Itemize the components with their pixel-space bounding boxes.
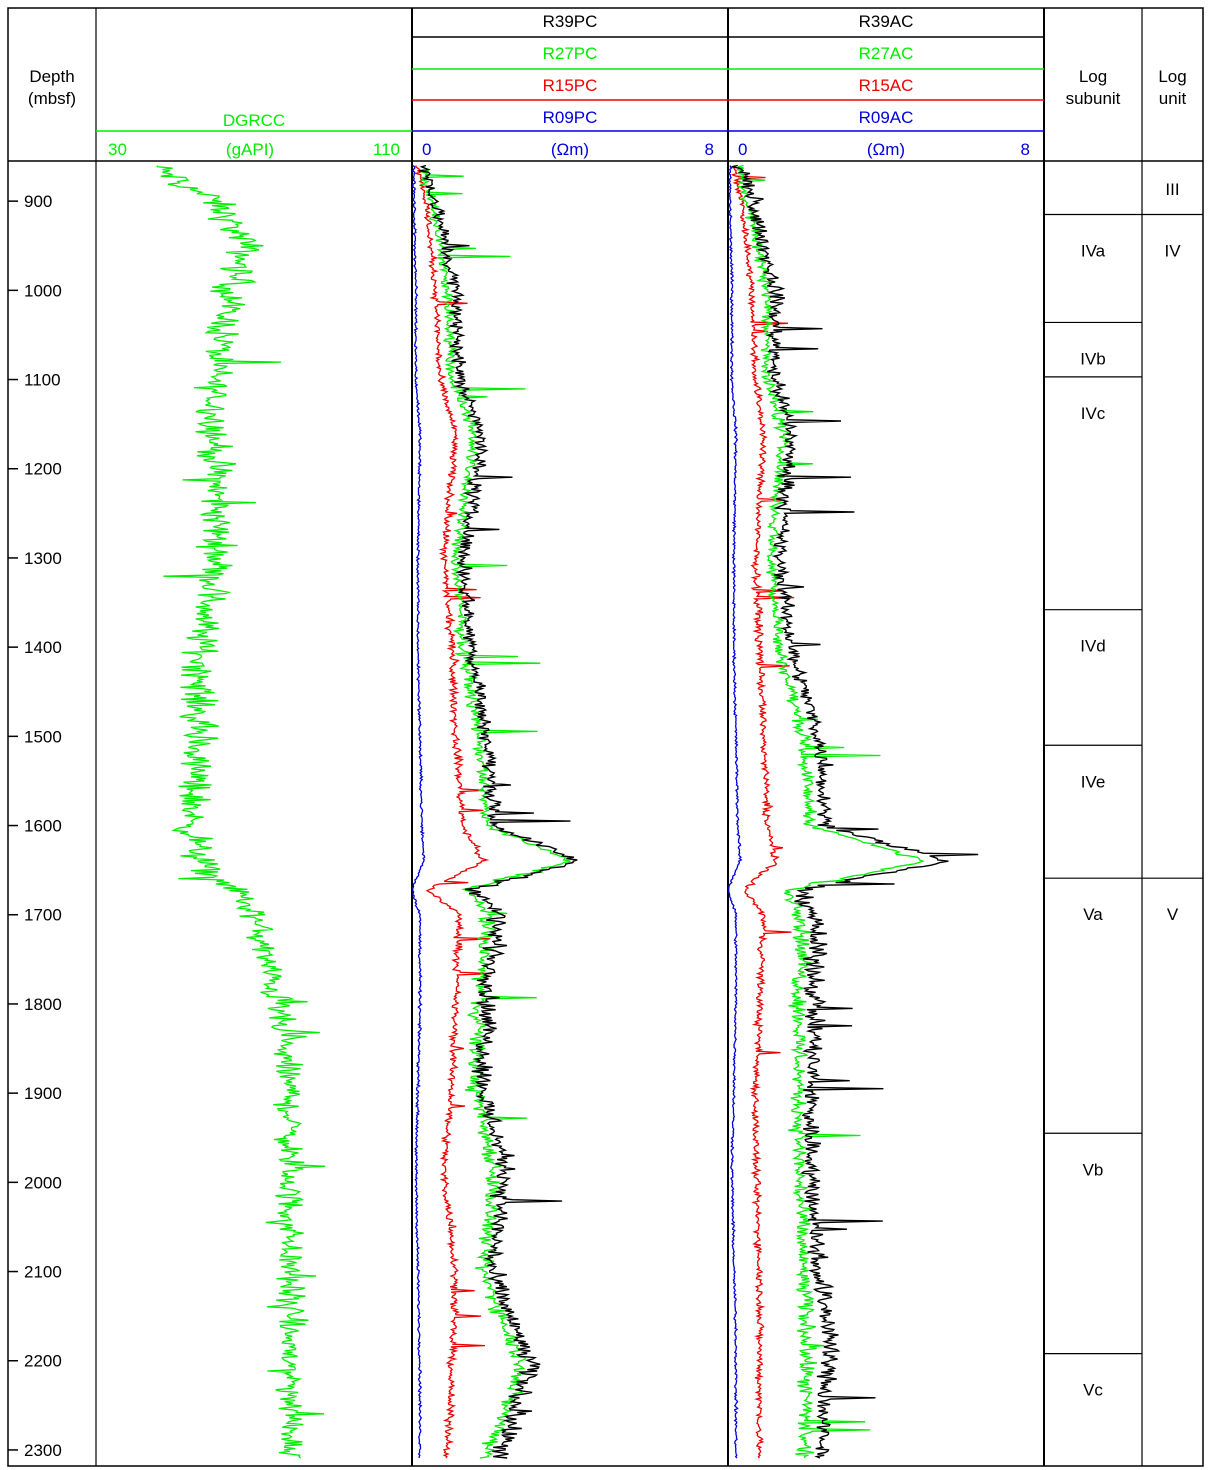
track-header-phase: R39PC R27PC R15PC R09PC 0 (Ωm) 8	[412, 12, 728, 159]
depth-tick-label: 1000	[24, 281, 62, 300]
depth-tick-label: 1500	[24, 727, 62, 746]
unit-label: V	[1167, 905, 1179, 924]
series-R15PC	[413, 165, 493, 1459]
subunit-label: Vb	[1083, 1160, 1104, 1179]
series-R39PC	[419, 164, 578, 1459]
curve-name-DGRCC: DGRCC	[223, 111, 285, 130]
scale-min: 0	[738, 140, 747, 159]
depth-tick-label: 2200	[24, 1352, 62, 1371]
curve-name-R39AC: R39AC	[859, 12, 914, 31]
unit-header-2: unit	[1159, 89, 1187, 108]
subunit-label: IVa	[1081, 242, 1106, 261]
depth-tick-label: 2300	[24, 1441, 62, 1460]
outer-border	[7, 7, 1204, 1467]
track-plot-attenuation	[728, 164, 979, 1459]
curve-name-R15PC: R15PC	[543, 76, 598, 95]
subunit-label: IVc	[1081, 404, 1106, 423]
track-plot-phase	[411, 164, 578, 1459]
unit-column: Log unit III IV V	[1142, 67, 1203, 924]
depth-tick-label: 1300	[24, 549, 62, 568]
depth-tick-label: 900	[24, 192, 52, 211]
curve-name-R27PC: R27PC	[543, 44, 598, 63]
track-header-attenuation: R39AC R27AC R15AC R09AC 0 (Ωm) 8	[728, 12, 1044, 159]
series-R39AC	[731, 164, 979, 1459]
curve-name-R09AC: R09AC	[859, 108, 914, 127]
series-R09PC	[411, 164, 426, 1459]
subunit-header: Log	[1079, 67, 1107, 86]
series-R27AC	[736, 164, 925, 1459]
depth-axis-unit: (mbsf)	[28, 89, 76, 108]
subunit-header-2: subunit	[1066, 89, 1121, 108]
scale-unit: (Ωm)	[867, 140, 905, 159]
scale-unit: (gAPI)	[226, 140, 274, 159]
curve-name-R27AC: R27AC	[859, 44, 914, 63]
subunit-label: IVb	[1080, 349, 1106, 368]
scale-min: 30	[108, 140, 127, 159]
scale-max: 110	[373, 140, 400, 159]
depth-tick-label: 1100	[24, 371, 61, 390]
subunit-label: IVe	[1081, 772, 1106, 791]
depth-tick-label: 1800	[24, 995, 62, 1014]
frame	[7, 7, 1204, 1467]
series-DGRCC	[156, 165, 326, 1459]
scale-min: 0	[422, 140, 431, 159]
depth-tick-label: 1900	[24, 1084, 62, 1103]
subunit-label: Va	[1083, 905, 1103, 924]
depth-axis-label: Depth	[29, 67, 74, 86]
curve-name-R09PC: R09PC	[543, 108, 598, 127]
unit-label: IV	[1164, 242, 1181, 261]
track-header-gamma: DGRCC 30 (gAPI) 110	[96, 111, 412, 159]
subunit-label: IVd	[1080, 637, 1106, 656]
depth-tick-label: 1700	[24, 906, 62, 925]
subunit-column: Log subunit IVa IVb IVc IVd IVe Va Vb Vc	[1044, 67, 1142, 1400]
scale-max: 8	[1021, 140, 1030, 159]
depth-tick-label: 2100	[24, 1263, 62, 1282]
series-R09AC	[728, 165, 743, 1459]
unit-header: Log	[1158, 67, 1186, 86]
series-R27PC	[419, 164, 571, 1459]
curve-name-R39PC: R39PC	[543, 12, 598, 31]
depth-tick-label: 1600	[24, 817, 62, 836]
curve-name-R15AC: R15AC	[859, 76, 914, 95]
series-R15AC	[730, 165, 795, 1459]
subunit-label: Vc	[1083, 1381, 1103, 1400]
scale-unit: (Ωm)	[551, 140, 589, 159]
depth-tick-label: 1200	[24, 460, 62, 479]
unit-label: III	[1165, 180, 1179, 199]
depth-tick-label: 2000	[24, 1173, 62, 1192]
depth-tick-label: 1400	[24, 638, 62, 657]
scale-max: 8	[705, 140, 714, 159]
depth-axis: Depth (mbsf) 900 1000 1100 1200 1300 1400 1500 16…	[8, 67, 76, 1460]
